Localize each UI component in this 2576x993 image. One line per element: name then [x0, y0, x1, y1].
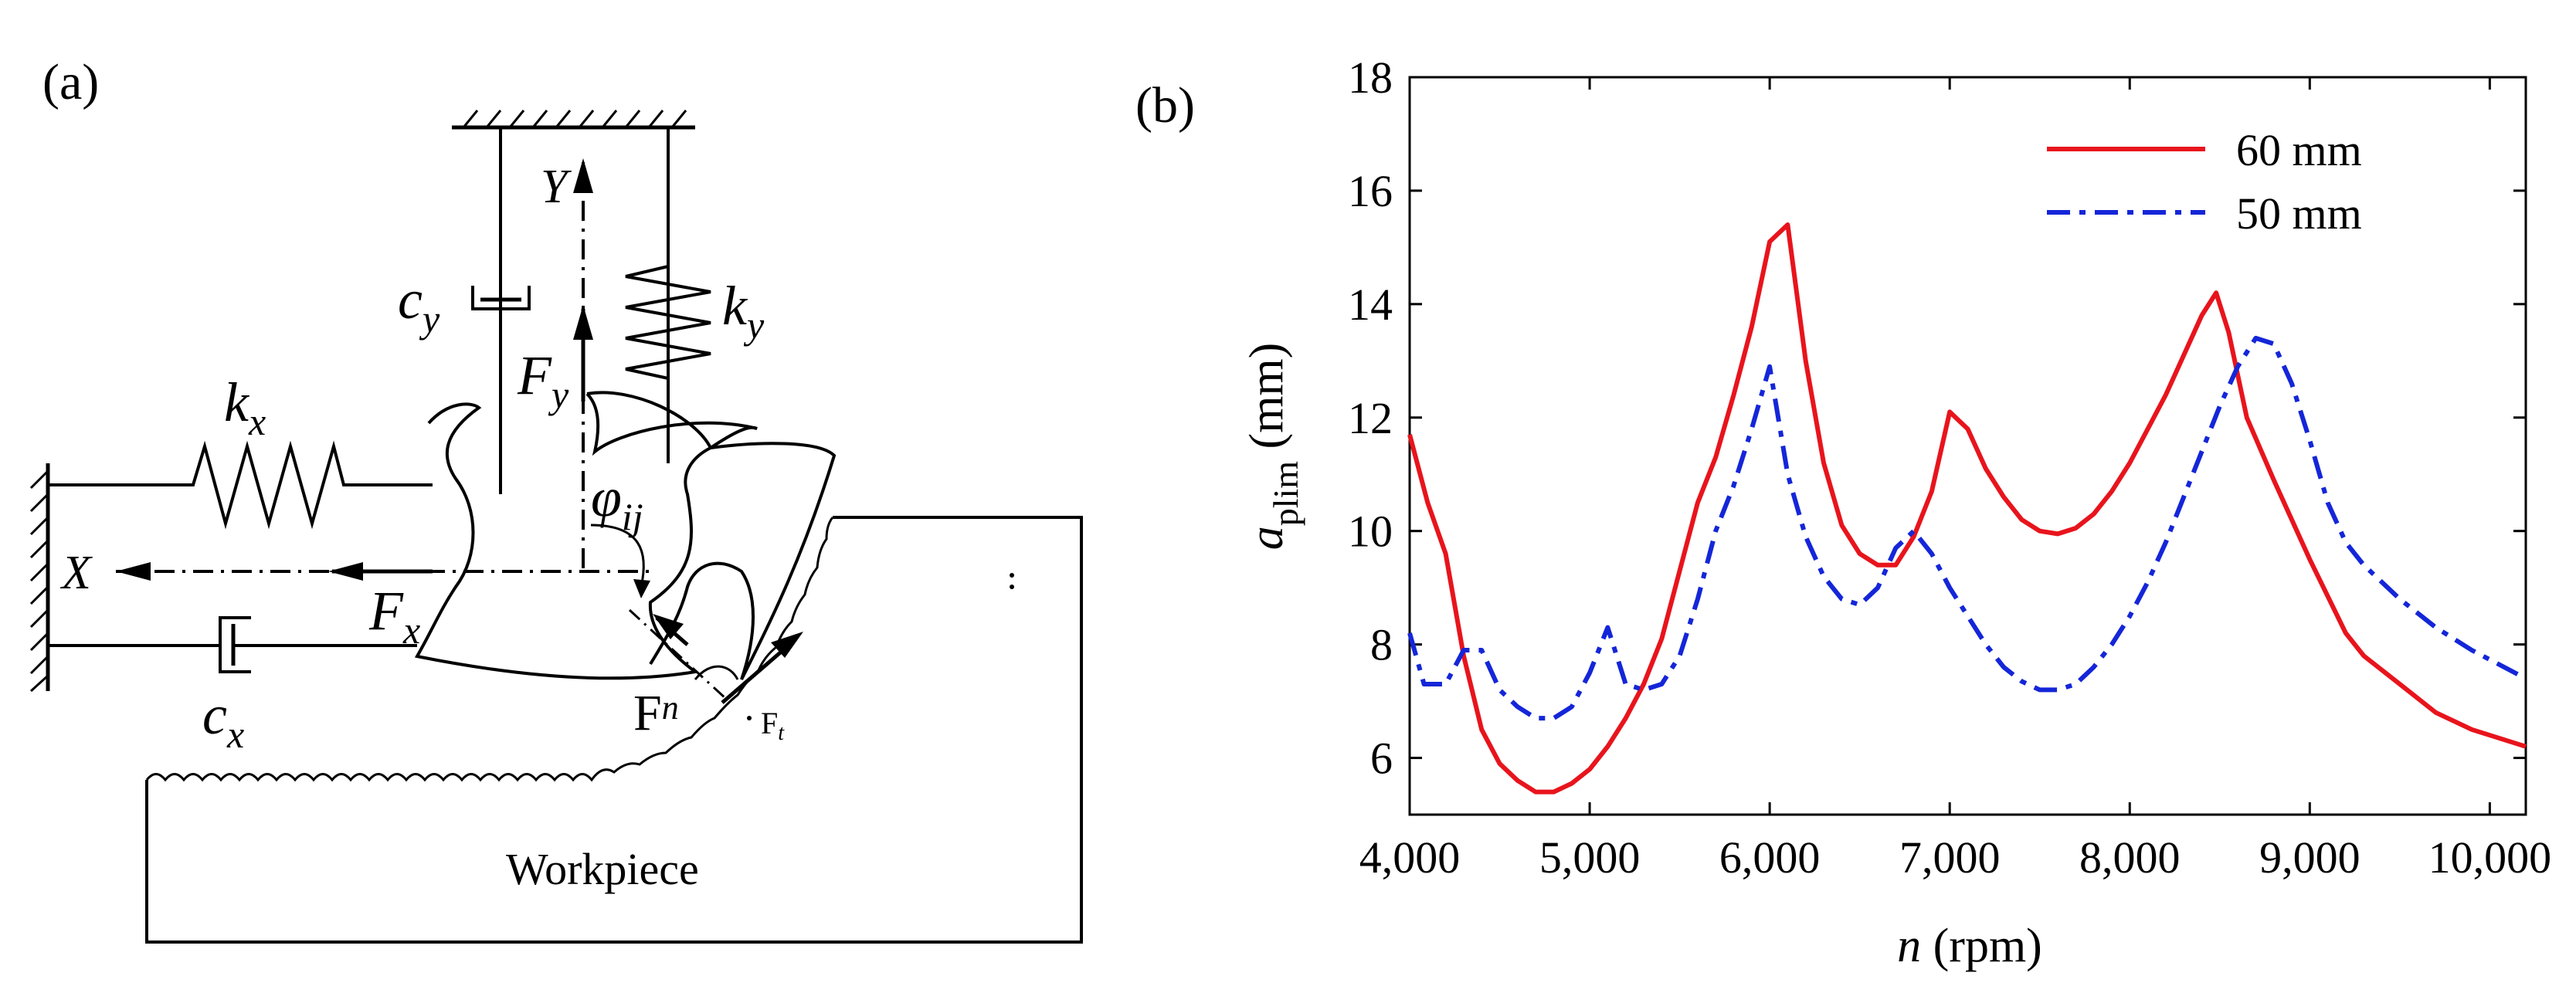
damper-cy-label: cy — [398, 269, 440, 341]
panel-b-label: (b) — [1135, 77, 1195, 134]
top-ground-support — [452, 110, 695, 130]
legend-label-60mm: 60 mm — [2236, 125, 2362, 175]
legend: 60 mm 50 mm — [2047, 125, 2362, 239]
x-axis-title: n (rpm) — [1897, 920, 2042, 972]
series-line-60-mm — [1407, 222, 2527, 795]
y-tick-label: 18 — [1348, 53, 1393, 103]
force-fn-label: Fn — [633, 685, 679, 741]
y-axis-title: aplim (mm) — [1240, 343, 1305, 551]
x-tick-label: 9,000 — [2259, 832, 2360, 883]
spring-kx — [48, 440, 433, 530]
x-tick-label: 10,000 — [2428, 832, 2552, 883]
series-line-50-mm — [1407, 335, 2527, 721]
legend-label-50mm: 50 mm — [2236, 188, 2362, 239]
y-tick-label: 14 — [1348, 280, 1393, 330]
panel-a-label: (a) — [42, 54, 99, 110]
plot-frame — [1408, 76, 2527, 816]
force-fx-label: Fx — [368, 580, 420, 652]
angle-phi-label: φij — [591, 466, 643, 538]
damper-cx-label: cx — [202, 684, 244, 756]
y-tick-label: 8 — [1370, 620, 1393, 670]
milling-dynamics-schematic: (a) — [29, 54, 1083, 944]
x-axis-label: X — [59, 547, 93, 599]
y-axis-label: Y — [541, 161, 572, 213]
milling-cutter — [414, 392, 837, 680]
workpiece-block: Workpiece — [145, 516, 1083, 944]
y-tick-label: 6 — [1370, 734, 1393, 784]
y-tick-label: 16 — [1348, 166, 1393, 216]
chart-panel: (b) 4,000 5,000 6,000 7,000 8,000 9,000 10,000… — [1135, 53, 2551, 972]
force-fy-label: Fy — [517, 344, 569, 416]
damper-cy — [471, 286, 531, 310]
force-ft-label: Ft — [761, 706, 785, 745]
spring-ky-label: ky — [722, 275, 765, 347]
workpiece-label: Workpiece — [506, 844, 699, 894]
spring-kx-label: kx — [224, 371, 266, 443]
y-tick-label: 12 — [1348, 393, 1393, 443]
x-tick-label: 8,000 — [2079, 832, 2181, 883]
x-tick-label: 5,000 — [1539, 832, 1641, 883]
series-layer — [1407, 222, 2527, 795]
x-tick-label: 4,000 — [1359, 832, 1461, 883]
y-axis-ticks: 6 8 10 12 14 16 18 — [1348, 53, 2526, 784]
left-ground-wall — [29, 463, 50, 693]
y-tick-label: 10 — [1348, 507, 1393, 557]
x-axis-ticks: 4,000 5,000 6,000 7,000 8,000 9,000 10,000 — [1359, 77, 2551, 883]
x-tick-label: 6,000 — [1719, 832, 1821, 883]
damper-cx — [48, 616, 417, 673]
spring-ky — [625, 247, 711, 463]
x-tick-label: 7,000 — [1899, 832, 2001, 883]
